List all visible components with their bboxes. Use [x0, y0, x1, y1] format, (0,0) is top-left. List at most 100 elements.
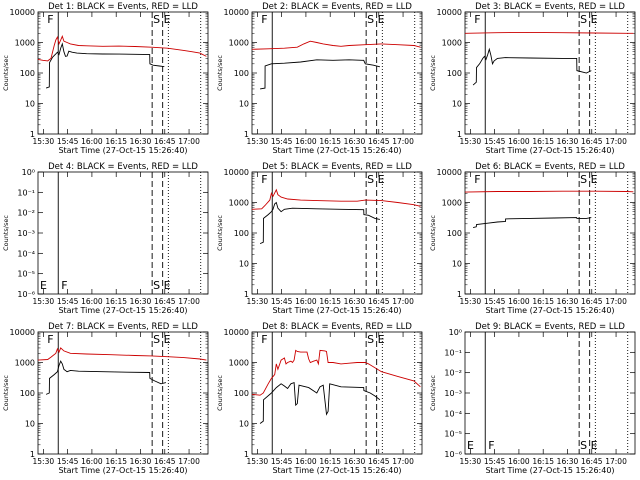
chart-title: Det 2: BLACK = Events, RED = LLD: [262, 2, 412, 12]
y-tick-label: 10⁻³: [17, 229, 35, 238]
x-tick-label: 15:45: [484, 457, 506, 466]
x-axis-label: Start Time (27-Oct-15 15:26:40): [272, 306, 401, 315]
marker-label: S: [367, 333, 374, 346]
y-axis-label: Counts/sec: [2, 55, 10, 91]
y-tick-label: 10⁻⁴: [17, 249, 35, 258]
marker-label: S: [367, 173, 374, 186]
marker-label: S: [367, 13, 374, 26]
x-tick-label: 17:00: [178, 457, 200, 466]
marker-label: F: [261, 13, 267, 26]
series-events: [45, 360, 167, 395]
plot-frame: [37, 11, 209, 135]
marker-label: E: [164, 279, 171, 292]
y-tick-label: 100: [447, 69, 462, 78]
chart-panel-8: Det 8: BLACK = Events, RED = LLD 1 10 100 10…: [216, 322, 423, 475]
chart-panel-2: Det 2: BLACK = Events, RED = LLD 1 10 100 10…: [216, 2, 423, 155]
x-tick-label: 17:00: [392, 297, 414, 306]
x-tick-label: 16:00: [81, 137, 103, 146]
series-lld: [251, 40, 421, 50]
x-tick-label: 16:45: [581, 137, 603, 146]
marker-label: E: [40, 279, 47, 292]
x-tick-label: 15:30: [247, 297, 269, 306]
chart-panel-9: Det 9: BLACK = Events, RED = LLD 10⁻⁶ 10⁻⁵…: [429, 322, 636, 475]
y-tick-label: 10: [452, 260, 462, 269]
marker-label: E: [591, 173, 598, 186]
series-lld: [251, 349, 421, 396]
x-tick-label: 15:45: [57, 457, 79, 466]
y-tick-label: 10: [25, 420, 35, 429]
marker-label: S: [153, 333, 160, 346]
chart-panel-1: Det 1: BLACK = Events, RED = LLD 1 10 100 10…: [2, 2, 209, 155]
marker-label: F: [261, 173, 267, 186]
x-tick-label: 15:30: [247, 457, 269, 466]
series-events: [259, 381, 381, 424]
chart-title: Det 5: BLACK = Events, RED = LLD: [262, 162, 412, 172]
x-tick-label: 15:30: [33, 457, 55, 466]
y-tick-label: 10⁰: [22, 168, 35, 177]
x-tick-label: 16:45: [154, 297, 176, 306]
y-tick-label: 1: [244, 450, 249, 459]
x-tick-label: 17:00: [605, 457, 627, 466]
x-tick-label: 16:30: [344, 137, 366, 146]
y-tick-label: 10⁰: [449, 328, 462, 337]
x-axis-label: Start Time (27-Oct-15 15:26:40): [272, 146, 401, 155]
x-axis-label: Start Time (27-Oct-15 15:26:40): [58, 146, 187, 155]
series-lld: [464, 190, 634, 193]
marker-label: F: [261, 333, 267, 346]
marker-label: E: [591, 439, 598, 452]
y-tick-label: 1000: [15, 39, 35, 48]
marker-label: E: [591, 13, 598, 26]
chart-panel-7: Det 7: BLACK = Events, RED = LLD 1 10 100 10…: [2, 322, 209, 475]
plot-frame: [251, 171, 423, 295]
x-tick-label: 15:30: [460, 137, 482, 146]
x-tick-label: 15:45: [57, 137, 79, 146]
y-tick-label: 100: [234, 389, 249, 398]
x-tick-label: 15:45: [57, 297, 79, 306]
chart-panel-4: Det 4: BLACK = Events, RED = LLD 10⁻⁶ 10⁻⁵…: [2, 162, 209, 315]
y-tick-label: 10000: [10, 328, 35, 337]
x-tick-label: 16:00: [295, 297, 317, 306]
x-tick-label: 16:00: [508, 457, 530, 466]
x-tick-label: 16:45: [154, 457, 176, 466]
x-tick-label: 16:30: [130, 137, 152, 146]
chart-title: Det 3: BLACK = Events, RED = LLD: [475, 2, 625, 12]
series-events: [472, 47, 592, 86]
y-axis-label: Counts/sec: [216, 375, 224, 411]
x-tick-label: 16:45: [581, 457, 603, 466]
series-events: [259, 201, 380, 245]
y-tick-label: 1: [244, 290, 249, 299]
x-tick-label: 16:30: [344, 457, 366, 466]
marker-label: F: [61, 279, 67, 292]
marker-label: F: [47, 333, 53, 346]
x-tick-label: 17:00: [178, 297, 200, 306]
y-tick-label: 100: [20, 389, 35, 398]
series-lld: [37, 35, 207, 62]
x-tick-label: 15:45: [271, 457, 293, 466]
x-tick-label: 15:45: [271, 297, 293, 306]
chart-title: Det 8: BLACK = Events, RED = LLD: [262, 322, 412, 332]
y-tick-label: 1: [244, 130, 249, 139]
y-tick-label: 100: [20, 69, 35, 78]
x-tick-label: 16:00: [508, 137, 530, 146]
chart-title: Det 7: BLACK = Events, RED = LLD: [48, 322, 198, 332]
chart-panel-5: Det 5: BLACK = Events, RED = LLD 1 10 100 10…: [216, 162, 423, 315]
x-axis-label: Start Time (27-Oct-15 15:26:40): [485, 146, 614, 155]
y-tick-label: 10000: [437, 168, 462, 177]
x-tick-label: 17:00: [605, 297, 627, 306]
y-tick-label: 1000: [15, 359, 35, 368]
y-tick-label: 10000: [224, 328, 249, 337]
x-tick-label: 15:30: [460, 457, 482, 466]
x-axis-label: Start Time (27-Oct-15 15:26:40): [485, 466, 614, 475]
x-axis-label: Start Time (27-Oct-15 15:26:40): [272, 466, 401, 475]
x-tick-label: 17:00: [605, 137, 627, 146]
y-tick-label: 1000: [442, 39, 462, 48]
x-tick-label: 16:15: [319, 137, 341, 146]
y-tick-label: 1: [30, 450, 35, 459]
marker-label: F: [474, 173, 480, 186]
x-tick-label: 17:00: [392, 457, 414, 466]
y-tick-label: 10000: [224, 168, 249, 177]
x-tick-label: 16:15: [532, 457, 554, 466]
series-events: [45, 42, 165, 89]
marker-label: E: [378, 333, 385, 346]
y-axis-label: Counts/sec: [216, 215, 224, 251]
